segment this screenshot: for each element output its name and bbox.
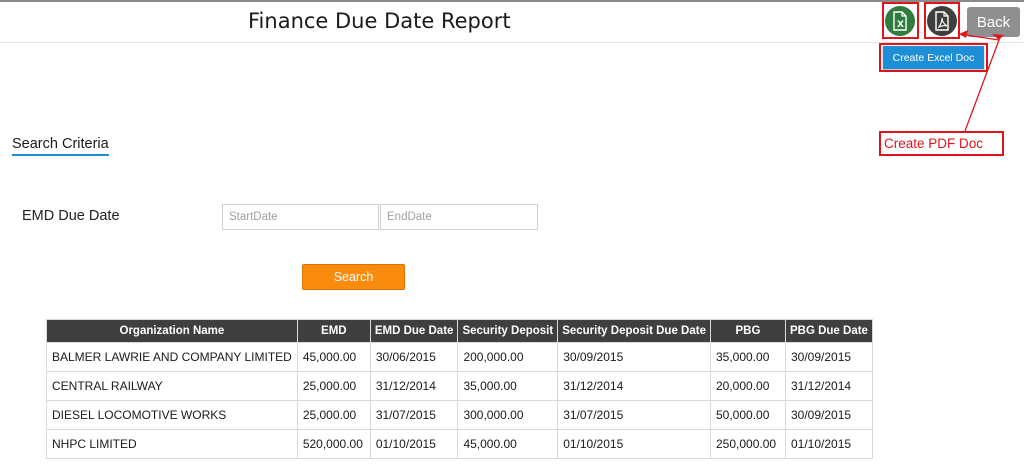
column-header[interactable]: PBG Due Date [784,319,873,343]
table-cell: 30/06/2015 [369,342,459,372]
table-row: BALMER LAWRIE AND COMPANY LIMITED 45,000… [46,342,873,372]
export-excel-button[interactable]: X [885,6,915,36]
table-cell: 01/10/2015 [784,429,873,459]
excel-doc-icon: X [893,11,907,31]
table-cell: NHPC LIMITED [46,429,298,459]
table-cell: 20,000.00 [709,371,786,401]
table-row: DIESEL LOCOMOTIVE WORKS 25,000.00 31/07/… [46,400,873,430]
column-header[interactable]: Security Deposit [457,319,559,343]
table-cell: 25,000.00 [296,400,371,430]
table-cell: 250,000.00 [709,429,786,459]
back-button[interactable]: Back [967,7,1020,37]
table-cell: 31/12/2014 [369,371,459,401]
start-date-input[interactable] [222,204,379,230]
table-cell: 50,000.00 [709,400,786,430]
column-header[interactable]: PBG [709,319,786,343]
table-cell: 31/12/2014 [557,371,711,401]
table-cell: 30/09/2015 [557,342,711,372]
report-table: Organization Name EMD EMD Due Date Secur… [46,319,873,459]
excel-annotation-box [882,2,919,39]
column-header[interactable]: EMD Due Date [369,319,459,343]
table-cell: 31/07/2015 [369,400,459,430]
table-cell: 30/09/2015 [784,400,873,430]
table-cell: CENTRAL RAILWAY [46,371,298,401]
table-cell: 25,000.00 [296,371,371,401]
page-title: Finance Due Date Report [248,9,511,33]
column-header[interactable]: Security Deposit Due Date [557,319,711,343]
table-cell: 45,000.00 [296,342,371,372]
table-cell: DIESEL LOCOMOTIVE WORKS [46,400,298,430]
column-header[interactable]: Organization Name [46,319,298,343]
table-cell: BALMER LAWRIE AND COMPANY LIMITED [46,342,298,372]
excel-tooltip: Create Excel Doc [883,46,984,69]
end-date-input[interactable] [380,204,538,230]
table-cell: 31/12/2014 [784,371,873,401]
emd-due-date-label: EMD Due Date [22,208,120,224]
table-row: CENTRAL RAILWAY 25,000.00 31/12/2014 35,… [46,371,873,401]
pdf-doc-icon [935,11,949,31]
table-cell: 35,000.00 [709,342,786,372]
pdf-annotation-box [924,2,960,39]
table-cell: 30/09/2015 [784,342,873,372]
table-cell: 520,000.00 [296,429,371,459]
pdf-callout-label: Create PDF Doc [879,131,1004,156]
table-cell: 200,000.00 [457,342,559,372]
header-divider [0,42,1024,43]
table-header-row: Organization Name EMD EMD Due Date Secur… [46,319,873,343]
table-row: NHPC LIMITED 520,000.00 01/10/2015 45,00… [46,429,873,459]
column-header[interactable]: EMD [296,319,371,343]
search-button[interactable]: Search [302,264,405,290]
table-cell: 01/10/2015 [369,429,459,459]
export-pdf-button[interactable] [927,6,957,36]
table-cell: 45,000.00 [457,429,559,459]
svg-text:X: X [897,20,904,30]
table-cell: 300,000.00 [457,400,559,430]
table-cell: 35,000.00 [457,371,559,401]
table-cell: 31/07/2015 [557,400,711,430]
table-cell: 01/10/2015 [557,429,711,459]
search-criteria-heading: Search Criteria [12,136,109,156]
top-border [0,0,1024,2]
